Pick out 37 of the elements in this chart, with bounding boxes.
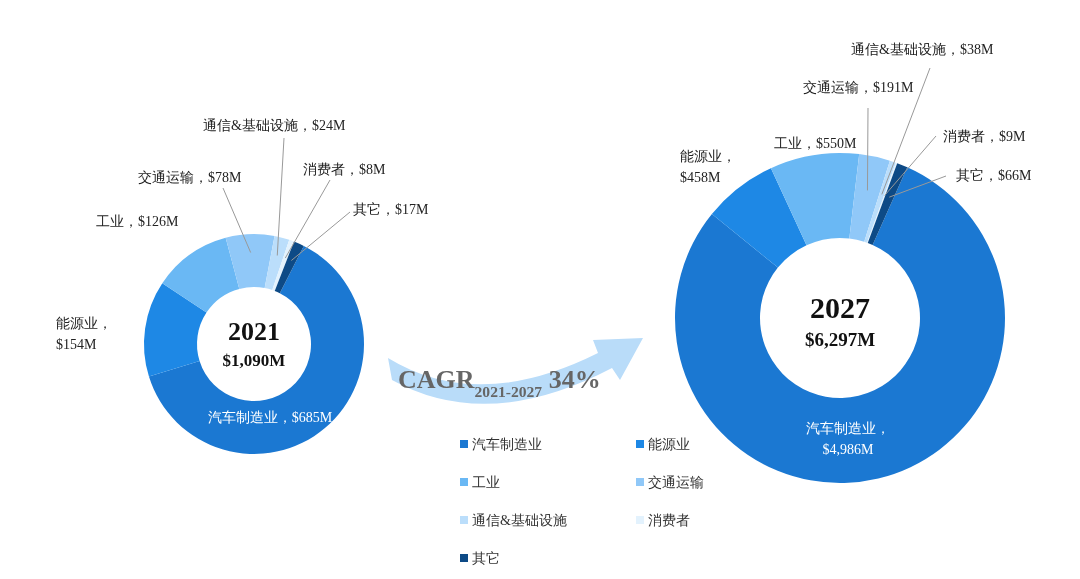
legend-label: 交通运输 — [648, 475, 704, 490]
text: $154M — [56, 337, 97, 352]
donut-slice — [264, 235, 290, 291]
text: CAGR$_{2021-2027}$ 34% — [398, 365, 601, 400]
category-label: 能源业， — [56, 316, 112, 331]
slice-label: 交通运输，$191M — [803, 80, 914, 95]
category-label: 工业，$126M — [96, 214, 179, 229]
donut-slice — [144, 283, 207, 377]
text: $6,297M — [804, 329, 876, 350]
donut-slice — [162, 237, 240, 313]
category-label: 汽车制造业，$685M — [207, 410, 333, 425]
text: 2021 — [228, 317, 280, 346]
slice-label: 通信&基础设施，$38M — [851, 42, 994, 57]
legend-label: 汽车制造业 — [472, 437, 542, 452]
text: $1,090M — [222, 351, 286, 370]
donut-slice — [225, 234, 275, 289]
donut-slice — [849, 154, 890, 242]
slice-label: 其它，$66M — [956, 168, 1032, 183]
legend-label: 能源业 — [648, 437, 690, 452]
slice-label: 汽车制造业，$4,986M — [806, 421, 890, 457]
donut-slice — [274, 241, 304, 294]
legend-label: 消费者 — [648, 513, 690, 528]
category-label: 通信&基础设施，$24M — [203, 118, 346, 133]
donut-slice — [770, 153, 860, 246]
slice-label: 能源业，$458M — [680, 149, 736, 185]
slice-label: 消费者，$9M — [943, 129, 1026, 144]
category-label: 其它，$17M — [353, 202, 429, 217]
legend-label: 其它 — [472, 551, 500, 566]
slice-label: 工业，$550M — [774, 136, 857, 151]
donut-slice — [867, 163, 908, 245]
donut-slice — [272, 239, 294, 291]
text: 2027 — [810, 291, 870, 324]
legend-label: 通信&基础设施 — [472, 513, 567, 528]
category-label: 交通运输，$78M — [138, 170, 242, 185]
category-label: 消费者，$8M — [303, 162, 386, 177]
donut-slice — [148, 245, 364, 454]
legend-label: 工业 — [472, 475, 500, 490]
